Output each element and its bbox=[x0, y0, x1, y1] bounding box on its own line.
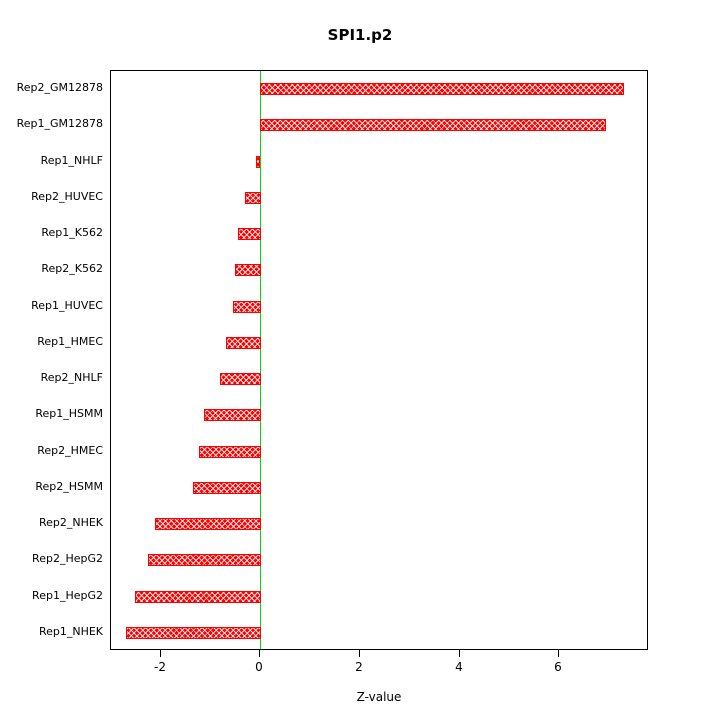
x-tick-mark bbox=[259, 650, 260, 657]
zero-reference-line bbox=[260, 71, 261, 649]
category-label-Rep2_NHEK: Rep2_NHEK bbox=[38, 516, 103, 529]
category-label-Rep2_HMEC: Rep2_HMEC bbox=[37, 444, 103, 457]
category-label-Rep1_K562: Rep1_K562 bbox=[41, 226, 103, 239]
bar-Rep1_NHLF bbox=[256, 156, 260, 168]
bar-Rep2_HSMM bbox=[193, 482, 261, 494]
bar-Rep2_NHEK bbox=[155, 518, 261, 530]
category-label-Rep2_K562: Rep2_K562 bbox=[41, 262, 103, 275]
x-tick-mark bbox=[160, 650, 161, 657]
bar-Rep1_GM12878 bbox=[260, 119, 606, 131]
x-tick-label: -2 bbox=[154, 660, 166, 674]
x-tick-mark bbox=[558, 650, 559, 657]
bar-Rep1_HSMM bbox=[204, 409, 261, 421]
x-tick-label: 6 bbox=[554, 660, 562, 674]
category-label-Rep1_GM12878: Rep1_GM12878 bbox=[16, 117, 103, 130]
category-label-Rep1_NHEK: Rep1_NHEK bbox=[38, 625, 103, 638]
bar-Rep1_HUVEC bbox=[233, 301, 261, 313]
bar-Rep2_HepG2 bbox=[148, 554, 261, 566]
bar-Rep2_NHLF bbox=[220, 373, 261, 385]
category-label-Rep2_NHLF: Rep2_NHLF bbox=[40, 371, 103, 384]
category-label-Rep2_HUVEC: Rep2_HUVEC bbox=[31, 190, 103, 203]
plot-area bbox=[110, 70, 648, 650]
bar-Rep1_HMEC bbox=[226, 337, 261, 349]
x-tick-mark bbox=[459, 650, 460, 657]
category-label-Rep2_HepG2: Rep2_HepG2 bbox=[32, 552, 103, 565]
category-label-Rep1_HepG2: Rep1_HepG2 bbox=[32, 589, 103, 602]
chart-title: SPI1.p2 bbox=[327, 26, 393, 44]
bar-Rep1_K562 bbox=[238, 228, 261, 240]
category-label-Rep1_HMEC: Rep1_HMEC bbox=[37, 335, 103, 348]
x-axis-title: Z-value bbox=[356, 690, 402, 704]
bar-Rep2_K562 bbox=[235, 264, 261, 276]
category-label-Rep1_NHLF: Rep1_NHLF bbox=[40, 154, 103, 167]
category-label-Rep1_HUVEC: Rep1_HUVEC bbox=[31, 299, 103, 312]
category-label-Rep1_HSMM: Rep1_HSMM bbox=[35, 407, 103, 420]
x-tick-label: 4 bbox=[455, 660, 463, 674]
x-tick-mark bbox=[359, 650, 360, 657]
bar-Rep1_HepG2 bbox=[135, 591, 261, 603]
x-tick-label: 0 bbox=[255, 660, 263, 674]
category-label-Rep2_GM12878: Rep2_GM12878 bbox=[16, 81, 103, 94]
bar-Rep2_HUVEC bbox=[245, 192, 261, 204]
bar-Rep2_HMEC bbox=[199, 446, 261, 458]
bar-Rep2_GM12878 bbox=[260, 83, 624, 95]
bar-Rep1_NHEK bbox=[126, 627, 261, 639]
x-tick-label: 2 bbox=[355, 660, 363, 674]
category-label-Rep2_HSMM: Rep2_HSMM bbox=[35, 480, 103, 493]
